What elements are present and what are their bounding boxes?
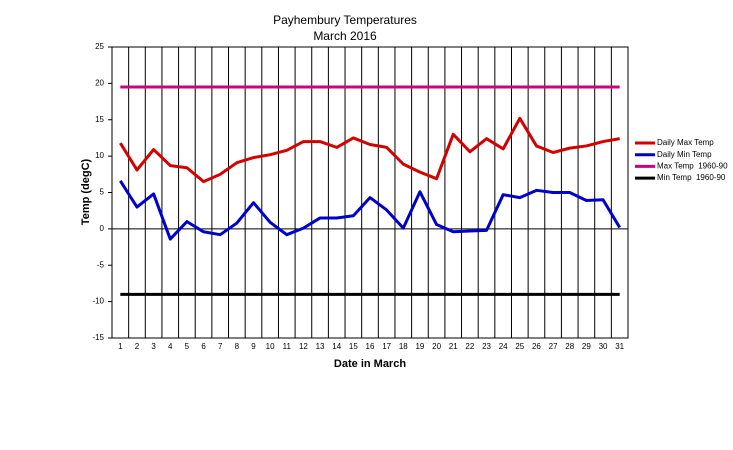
x-tick-label: 26 [532,342,541,351]
legend-label: Daily Min Temp [657,150,712,159]
y-tick-label: 10 [95,151,104,160]
x-tick-label: 23 [482,342,491,351]
x-tick-label: 5 [185,342,190,351]
y-tick-label: -15 [92,333,104,342]
y-tick-label: 20 [95,78,104,87]
x-tick-label: 16 [366,342,375,351]
chart-subtitle: March 2016 [313,29,377,43]
x-tick-label: 21 [449,342,458,351]
x-tick-label: 31 [615,342,624,351]
x-tick-label: 9 [251,342,256,351]
x-tick-label: 29 [582,342,591,351]
x-tick-label: 3 [151,342,156,351]
x-tick-label: 20 [432,342,441,351]
x-tick-label: 17 [382,342,391,351]
y-tick-label: 25 [95,42,104,51]
legend-label: Max Temp 1960-90 [657,162,728,171]
x-tick-label: 25 [515,342,524,351]
x-tick-label: 7 [218,342,223,351]
x-tick-label: 27 [549,342,558,351]
x-tick-label: 19 [415,342,424,351]
plot-frame [111,46,629,339]
y-tick-label: -10 [92,297,104,306]
x-tick-label: 2 [135,342,140,351]
x-tick-label: 13 [316,342,325,351]
y-tick-label: 5 [100,188,105,197]
x-tick-label: 8 [235,342,240,351]
y-axis-title: Temp (degC) [80,158,92,225]
x-tick-label: 30 [599,342,608,351]
x-tick-label: 28 [565,342,574,351]
legend-label: Min Temp 1960-90 [657,173,726,182]
series-line [119,180,621,241]
x-tick-label: 11 [283,342,292,351]
x-tick-label: 10 [266,342,275,351]
x-tick-label: 24 [499,342,508,351]
x-tick-label: 18 [399,342,408,351]
x-tick-label: 4 [168,342,173,351]
legend-label: Daily Max Temp [657,138,714,147]
y-tick-label: 15 [95,115,104,124]
chart-title: Payhembury Temperatures [273,13,417,27]
x-axis-title: Date in March [334,358,406,370]
y-tick-label: 0 [100,224,105,233]
x-tick-label: 15 [349,342,358,351]
x-tick-label: 6 [201,342,206,351]
series-line [119,116,620,184]
x-tick-label: 14 [332,342,341,351]
x-tick-label: 1 [118,342,123,351]
x-tick-label: 22 [465,342,474,351]
y-tick-label: -5 [97,260,105,269]
x-tick-label: 12 [299,342,308,351]
